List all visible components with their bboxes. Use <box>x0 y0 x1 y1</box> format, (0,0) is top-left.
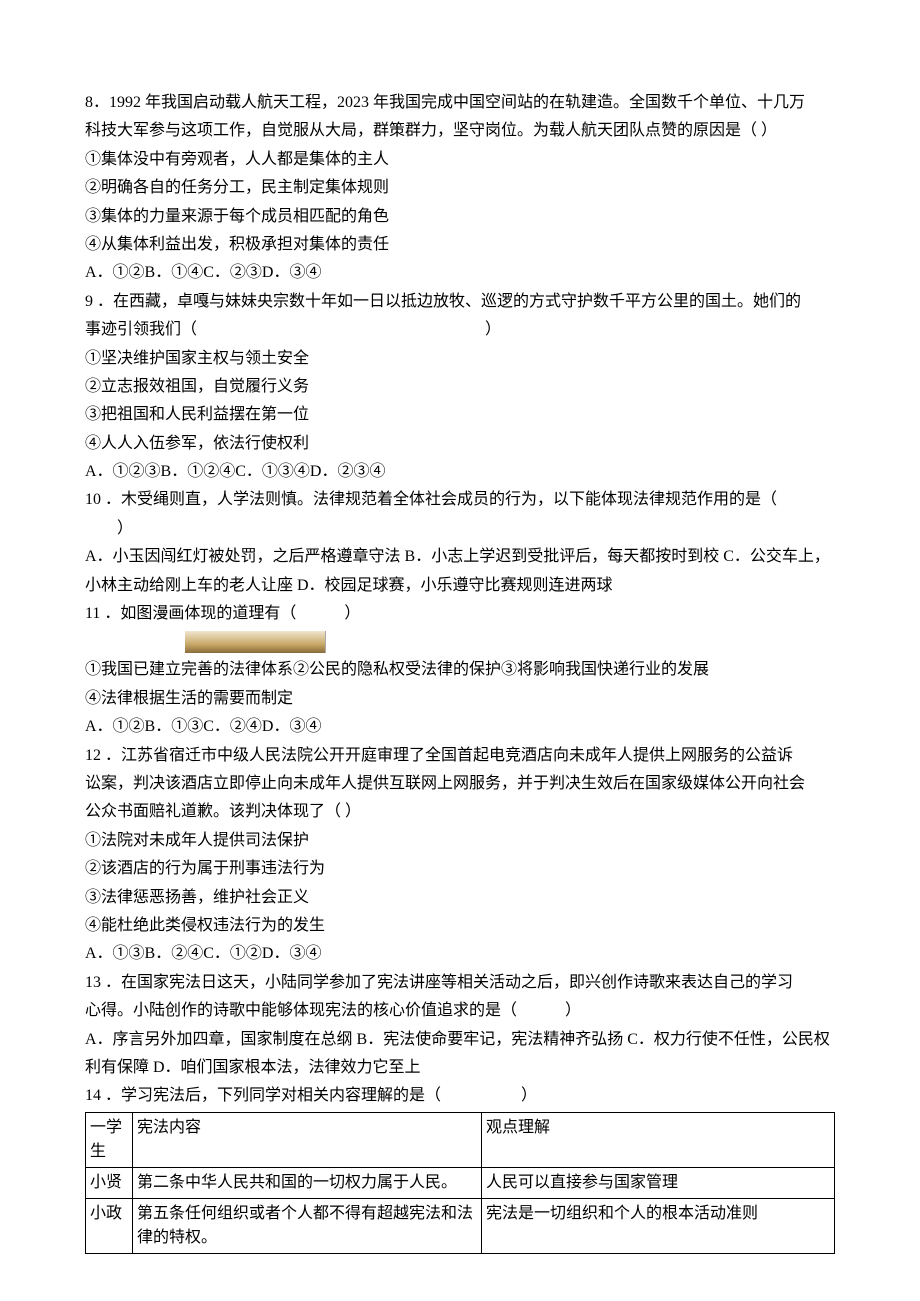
q13-stem-line1: 13 ．在国家宪法日这天，小陆同学参加了宪法讲座等相关活动之后，即兴创作诗歌来表… <box>85 970 835 996</box>
q8-choices: A．①②B．①④C．②③D．③④ <box>85 260 835 286</box>
q9-option-1: ①坚决维护国家主权与领土安全 <box>85 346 835 372</box>
q8-option-4: ④从集体利益出发，积极承担对集体的责任 <box>85 232 835 258</box>
q14-r1-content: 第二条中华人民共和国的一切权力属于人民。 <box>133 1167 482 1198</box>
q14-r1-view: 人民可以直接参与国家管理 <box>482 1167 835 1198</box>
q9-stem-line2: 事迹引领我们（ ） <box>85 317 835 343</box>
q12-stem-line3: 公众书面赔礼道歉。该判决体现了（ ） <box>85 799 835 825</box>
q8-stem-line2: 科技大军参与这项工作，自觉服从大局，群策群力，坚守岗位。为载人航天团队点赞的原因… <box>85 118 835 144</box>
q14-header-content: 宪法内容 <box>133 1112 482 1167</box>
q10-choices-line1: A．小玉因闯红灯被处罚，之后严格遵章守法 B．小志上学迟到受批评后，每天都按时到… <box>85 544 835 570</box>
table-row: 小政 第五条任何组织或者个人都不得有超越宪法和法律的特权。 宪法是一切组织和个人… <box>86 1198 835 1253</box>
q9-stem-line1: 9 ．在西藏，卓嘎与妹妹央宗数十年如一日以抵边放牧、巡逻的方式守护数千平方公里的… <box>85 289 835 315</box>
q12-option-1: ①法院对未成年人提供司法保护 <box>85 828 835 854</box>
q9-option-4: ④人人入伍参军，依法行使权利 <box>85 431 835 457</box>
q14-stem: 14 ．学习宪法后，下列同学对相关内容理解的是（ ） <box>85 1083 835 1109</box>
q8-option-1: ①集体没中有旁观者，人人都是集体的主人 <box>85 147 835 173</box>
q13-choices-line1: A．序言另外加四章，国家制度在总纲 B．宪法使命要牢记，宪法精神齐弘扬 C．权力… <box>85 1027 835 1053</box>
q8-stem-line1: 8．1992 年我国启动载人航天工程，2023 年我国完成中国空间站的在轨建造。… <box>85 90 835 116</box>
q12-choices: A．①③B．②④C．①②D．③④ <box>85 941 835 967</box>
q11-cartoon-image <box>185 631 326 653</box>
q9-choices: A．①②③B．①②④C．①③④D．②③④ <box>85 459 835 485</box>
q11-options-line2: ④法律根据生活的需要而制定 <box>85 686 835 712</box>
q14-r2-content: 第五条任何组织或者个人都不得有超越宪法和法律的特权。 <box>133 1198 482 1253</box>
q14-header-view: 观点理解 <box>482 1112 835 1167</box>
q8-option-2: ②明确各自的任务分工，民主制定集体规则 <box>85 175 835 201</box>
q8-option-3: ③集体的力量来源于每个成员相匹配的角色 <box>85 204 835 230</box>
q14-table: 一学生 宪法内容 观点理解 小贤 第二条中华人民共和国的一切权力属于人民。 人民… <box>85 1112 835 1254</box>
q12-option-3: ③法律惩恶扬善，维护社会正义 <box>85 885 835 911</box>
q14-header-student: 一学生 <box>86 1112 133 1167</box>
q11-choices: A．①②B．①③C．②④D．③④ <box>85 714 835 740</box>
q13-stem-line2: 心得。小陆创作的诗歌中能够体现宪法的核心价值追求的是（ ） <box>85 998 835 1024</box>
q14-r2-view: 宪法是一切组织和个人的根本活动准则 <box>482 1198 835 1253</box>
q12-option-4: ④能杜绝此类侵权违法行为的发生 <box>85 913 835 939</box>
table-row: 小贤 第二条中华人民共和国的一切权力属于人民。 人民可以直接参与国家管理 <box>86 1167 835 1198</box>
q12-stem-line1: 12 ．江苏省宿迁市中级人民法院公开开庭审理了全国首起电竞酒店向未成年人提供上网… <box>85 743 835 769</box>
q12-option-2: ②该酒店的行为属于刑事违法行为 <box>85 856 835 882</box>
q13-choices-line2: 利有保障 D．咱们国家根本法，法律效力它至上 <box>85 1055 835 1081</box>
q11-options-line1: ①我国已建立完善的法律体系②公民的隐私权受法律的保护③将影响我国快递行业的发展 <box>85 657 835 683</box>
q10-stem-line2: ） <box>85 516 835 542</box>
q10-choices-line2: 小林主动给刚上车的老人让座 D．校园足球赛，小乐遵守比赛规则连进两球 <box>85 573 835 599</box>
q10-stem-line1: 10 ．木受绳则直，人学法则慎。法律规范着全体社会成员的行为，以下能体现法律规范… <box>85 487 835 513</box>
q9-option-2: ②立志报效祖国，自觉履行义务 <box>85 374 835 400</box>
table-row: 一学生 宪法内容 观点理解 <box>86 1112 835 1167</box>
q14-r1-student: 小贤 <box>86 1167 133 1198</box>
q14-r2-student: 小政 <box>86 1198 133 1253</box>
q12-stem-line2: 讼案，判决该酒店立即停止向未成年人提供互联网上网服务，并于判决生效后在国家级媒体… <box>85 771 835 797</box>
q11-stem: 11 ．如图漫画体现的道理有（ ） <box>85 601 835 627</box>
q9-option-3: ③把祖国和人民利益摆在第一位 <box>85 402 835 428</box>
